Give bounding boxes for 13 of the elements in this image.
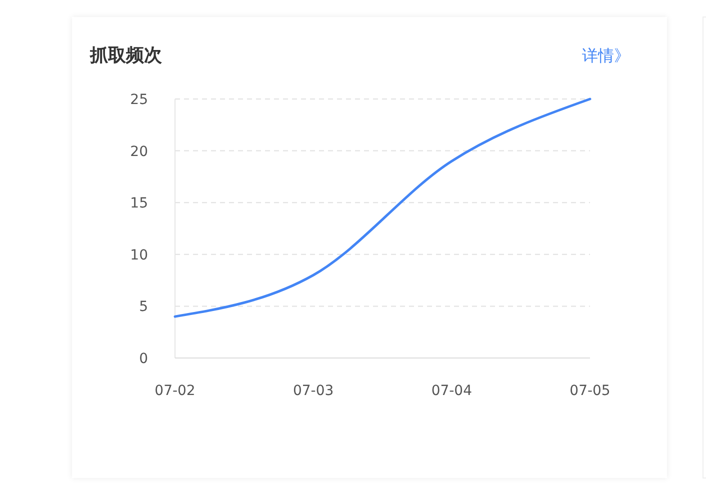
text: 详情》 [582,46,630,65]
x-tick-label: 07-04 [431,383,472,399]
y-tick-label: 20 [130,144,148,160]
x-tick-label: 07-05 [570,383,610,399]
y-tick-label: 25 [130,92,148,108]
y-tick-label: 10 [130,247,148,264]
y-tick-label: 15 [130,196,148,212]
x-tick-label: 07-02 [154,383,196,399]
y-tick-label: 0 [139,351,148,367]
chart-title: 抓取频次 [89,45,163,66]
line-series [174,98,592,318]
x-tick-label: 07-03 [292,383,334,399]
y-tick-label: 5 [139,299,148,316]
